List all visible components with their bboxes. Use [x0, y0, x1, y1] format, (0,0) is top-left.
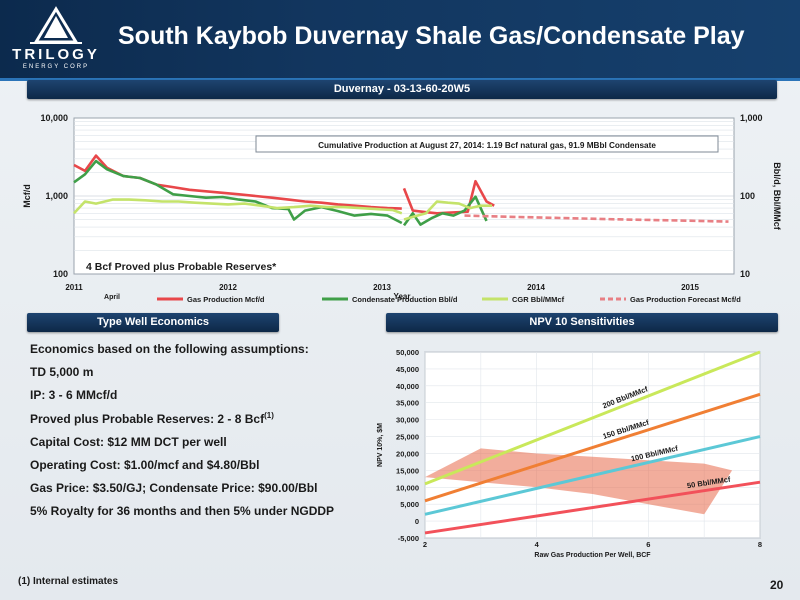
npv-series-line — [424, 350, 761, 486]
npv-banner: NPV 10 Sensitivities — [386, 313, 778, 332]
x-axis-label: Year — [394, 292, 411, 301]
series-line — [402, 179, 495, 215]
x-tick-label: 2014 — [527, 283, 545, 292]
y-tick-label: 100 — [53, 269, 68, 279]
npv-series-line — [424, 480, 761, 535]
npv-chart: -5,000 0 5,000 10,000 15,000 20,000 25,000 30,0… — [377, 348, 762, 559]
legend-label: Gas Production Forecast Mcf/d — [630, 295, 741, 304]
y-tick-label: 10,000 — [40, 113, 68, 123]
page-title: South Kaybob Duvernay Shale Gas/Condensa… — [118, 22, 745, 50]
legend-label: Gas Production Mcf/d — [187, 295, 265, 304]
npv-y-tick: 5,000 — [400, 500, 419, 509]
y2-tick-label: 10 — [740, 269, 750, 279]
npv-y-tick: 20,000 — [396, 449, 419, 458]
npv-y-tick: 10,000 — [396, 483, 419, 492]
economics-capital: Capital Cost: $12 MM DCT per well — [30, 435, 227, 449]
economics-heading: Economics based on the following assumpt… — [30, 342, 309, 356]
npv-y-axis-label: NPV 10%, $M — [377, 423, 384, 467]
y2-tick-label: 100 — [740, 191, 755, 201]
npv-series-line — [424, 435, 761, 516]
npv-x-tick: 8 — [758, 540, 762, 549]
logo-wordmark: TRILOGY — [12, 46, 100, 63]
cumulative-annotation: Cumulative Production at August 27, 2014… — [318, 141, 656, 150]
reserves-text: Proved plus Probable Reserves: 2 - 8 Bcf — [30, 412, 265, 426]
economics-operating: Operating Cost: $1.00/mcf and $4.80/Bbl — [30, 458, 260, 472]
series-line — [464, 214, 729, 223]
series-line — [73, 198, 403, 215]
annotation-box — [255, 135, 719, 153]
x-tick-label: 2015 — [681, 283, 699, 292]
footnote: (1) Internal estimates — [18, 576, 119, 587]
npv-y-tick: 45,000 — [396, 365, 419, 374]
npv-y-tick: 50,000 — [396, 348, 419, 357]
npv-y-tick: 15,000 — [396, 466, 419, 475]
npv-y-tick: 30,000 — [396, 416, 419, 425]
x-month-label: April — [104, 294, 120, 301]
production-chart: 2011 2012 2013 2014 2015 April Year 100 1,000 10,… — [22, 113, 782, 304]
npv-x-tick: 6 — [646, 540, 650, 549]
reserves-annotation: 4 Bcf Proved plus Probable Reserves* — [86, 261, 277, 273]
npv-x-axis-label: Raw Gas Production Per Well, BCF — [534, 552, 651, 559]
page-number: 20 — [770, 578, 784, 592]
series-line — [403, 200, 492, 221]
x-tick-label: 2012 — [219, 283, 237, 292]
y-tick-label: 1,000 — [45, 191, 68, 201]
series-line — [73, 159, 403, 225]
economics-banner: Type Well Economics — [27, 313, 279, 332]
y2-axis-label: Bbl/d, Bbl/MMcf — [772, 162, 782, 230]
economics-ip: IP: 3 - 6 MMcf/d — [30, 388, 118, 402]
economics-prices: Gas Price: $3.50/GJ; Condensate Price: $… — [30, 481, 318, 495]
npv-x-tick: 2 — [423, 540, 427, 549]
reserves-footnote-ref: (1) — [264, 411, 274, 420]
economics-royalty: 5% Royalty for 36 months and then 5% und… — [30, 504, 335, 518]
npv-x-tick: 4 — [535, 540, 540, 549]
npv-y-tick: 35,000 — [396, 399, 419, 408]
economics-assumptions: Economics based on the following assumpt… — [30, 342, 360, 527]
npv-series-line — [424, 392, 761, 503]
trilogy-logo: TRILOGY ENERGY CORP — [6, 6, 106, 72]
npv-y-tick: 40,000 — [396, 382, 419, 391]
logo-mark-icon — [30, 6, 82, 44]
header-bar: TRILOGY ENERGY CORP South Kaybob Duverna… — [0, 0, 800, 81]
x-tick-label: 2013 — [373, 283, 391, 292]
npv-y-tick: 0 — [415, 517, 419, 526]
y-axis-label: Mcf/d — [22, 184, 32, 208]
legend-label: Condensate Production Bbl/d — [352, 295, 458, 304]
npv-y-tick: 25,000 — [396, 433, 419, 442]
legend-label: CGR Bbl/MMcf — [512, 295, 565, 304]
chart-banner: Duvernay - 03-13-60-20W5 — [27, 80, 777, 99]
economics-reserves: Proved plus Probable Reserves: 2 - 8 Bcf… — [30, 411, 360, 426]
y2-tick-label: 1,000 — [740, 113, 763, 123]
economics-td: TD 5,000 m — [30, 365, 94, 379]
logo-tagline: ENERGY CORP — [22, 64, 90, 70]
x-tick-label: 2011 — [65, 283, 83, 292]
npv-y-tick: -5,000 — [398, 534, 419, 543]
